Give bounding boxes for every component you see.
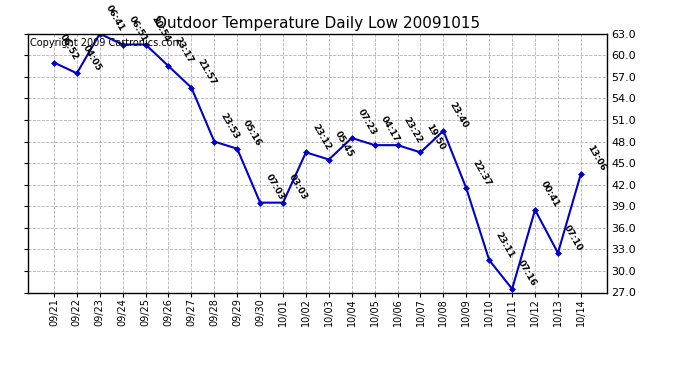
Text: 23:17: 23:17 [172, 36, 195, 65]
Text: 07:10: 07:10 [562, 223, 584, 252]
Text: 07:03: 07:03 [264, 173, 286, 202]
Text: 23:22: 23:22 [402, 115, 424, 144]
Text: 20:54: 20:54 [150, 15, 172, 44]
Text: 23:53: 23:53 [219, 111, 241, 141]
Text: 05:45: 05:45 [333, 129, 355, 159]
Text: 06:51: 06:51 [127, 15, 149, 44]
Text: 07:16: 07:16 [516, 259, 538, 288]
Text: 06:52: 06:52 [58, 33, 80, 62]
Text: 23:11: 23:11 [493, 230, 515, 260]
Text: 13:06: 13:06 [585, 144, 607, 173]
Text: 22:37: 22:37 [471, 158, 493, 188]
Text: 19:50: 19:50 [424, 122, 446, 152]
Title: Outdoor Temperature Daily Low 20091015: Outdoor Temperature Daily Low 20091015 [155, 16, 480, 31]
Text: 07:23: 07:23 [356, 108, 378, 137]
Text: 05:16: 05:16 [241, 119, 264, 148]
Text: 23:12: 23:12 [310, 122, 332, 152]
Text: 21:57: 21:57 [195, 57, 218, 87]
Text: 00:41: 00:41 [539, 180, 561, 209]
Text: Copyright 2009 Cartronics.com: Copyright 2009 Cartronics.com [30, 38, 182, 48]
Text: 04:17: 04:17 [379, 115, 401, 144]
Text: 23:40: 23:40 [448, 101, 470, 130]
Text: 03:03: 03:03 [287, 173, 309, 202]
Text: 04:05: 04:05 [81, 44, 103, 72]
Text: 06:41: 06:41 [104, 4, 126, 33]
